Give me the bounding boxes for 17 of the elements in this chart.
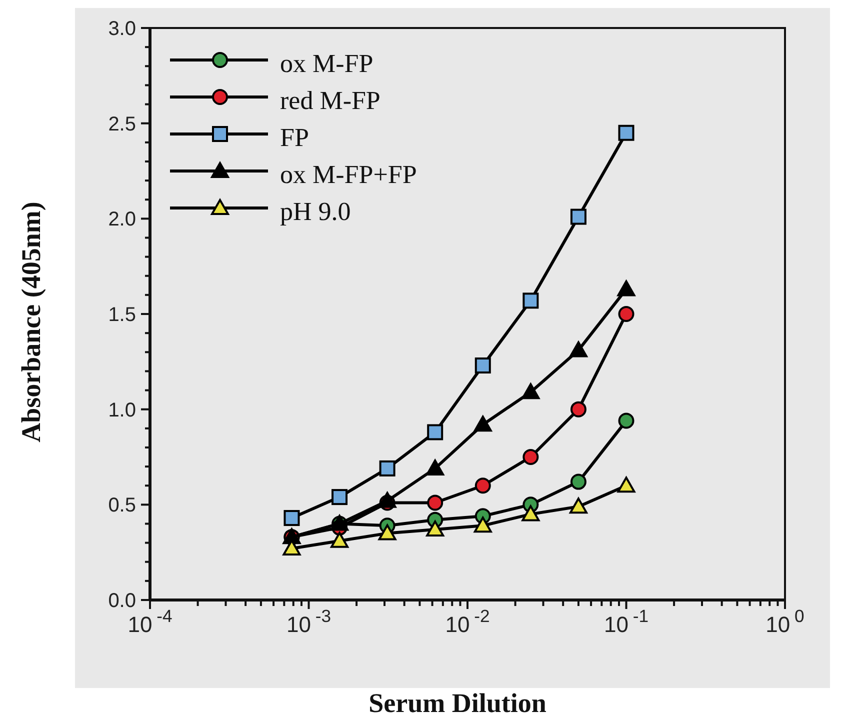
- x-tick-label: 10$^{-3}$: [286, 606, 332, 637]
- x-axis-title: Serum Dilution: [368, 688, 546, 718]
- x-tick-label: 10$^{0}$: [766, 606, 805, 637]
- y-tick-label: 3.0: [108, 18, 136, 40]
- y-axis-title: Absorbance (405nm): [16, 202, 46, 442]
- y-tick-label: 2.0: [108, 208, 136, 231]
- y-tick-label: 1.5: [108, 304, 136, 326]
- legend-label: ox M-FP: [280, 49, 374, 78]
- x-tick-label: 10$^{-1}$: [604, 606, 649, 637]
- y-tick-label: 0.5: [108, 494, 136, 517]
- legend-label: FP: [280, 123, 309, 152]
- legend-label: ox M-FP+FP: [280, 160, 417, 189]
- legend-label: red M-FP: [280, 86, 380, 115]
- x-tick-label: 10$^{-2}$: [445, 606, 490, 637]
- legend-label: pH 9.0: [280, 197, 351, 226]
- y-tick-label: 1.0: [108, 399, 136, 422]
- y-tick-label: 2.5: [108, 113, 136, 136]
